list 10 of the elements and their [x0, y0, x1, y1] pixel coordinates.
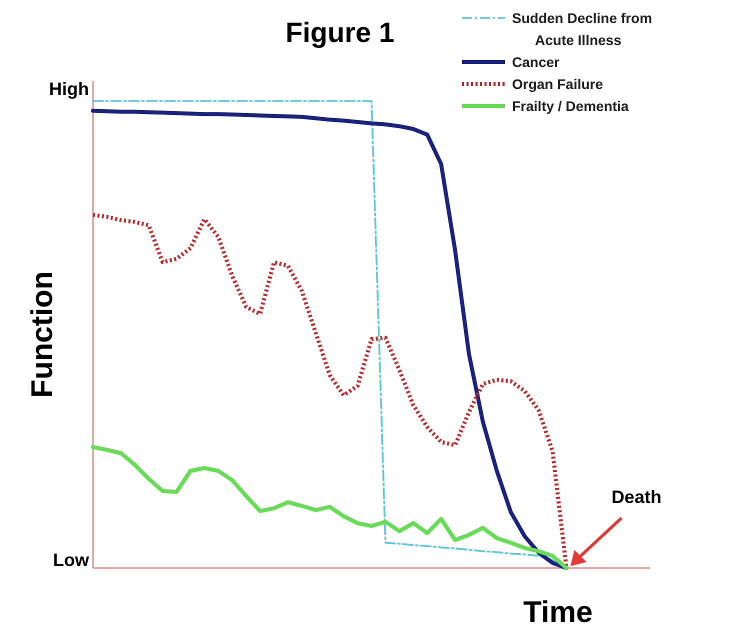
annotation: Death [611, 487, 662, 507]
y-axis-title: Function [26, 271, 59, 398]
text: Low [53, 550, 90, 570]
legend-label: Sudden Decline from Acute Illness [512, 10, 652, 48]
text: High [49, 79, 89, 99]
legend-label: Organ Failure [512, 76, 604, 92]
legend-label: Cancer [512, 54, 560, 70]
x-axis-title: Time [523, 596, 593, 629]
legend-label: Frailty / Dementia [512, 98, 629, 114]
chart-title: Figure 1 [286, 17, 394, 48]
